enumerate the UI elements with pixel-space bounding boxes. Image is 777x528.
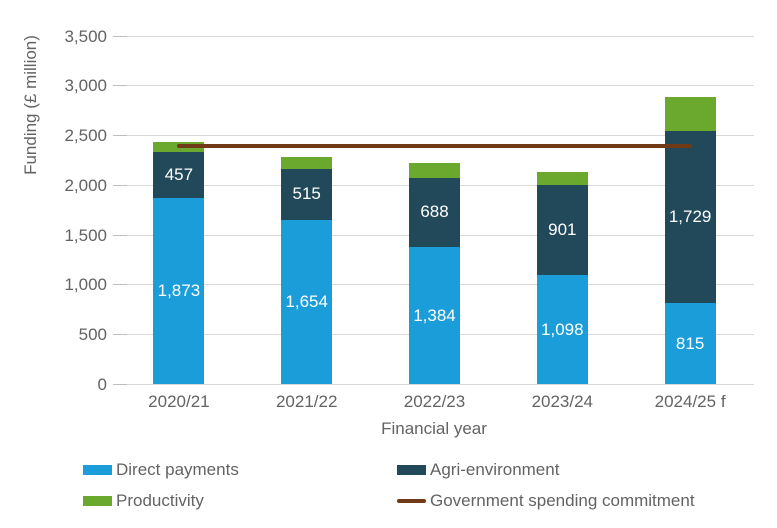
bar-segment-agri-environment [664, 131, 716, 304]
y-axis-tick [113, 35, 127, 37]
bar-value-label: 1,873 [157, 281, 201, 301]
gridline [115, 135, 754, 137]
bar-segment-direct-payments [409, 246, 460, 385]
bar-segment-agri-environment [281, 168, 333, 220]
y-axis-tick [113, 284, 127, 286]
legend-swatch-box [397, 465, 426, 475]
bar-segment-productivity [281, 156, 333, 169]
bar-segment-productivity [409, 162, 460, 179]
y-axis-tick [113, 85, 127, 87]
legend-label: Direct payments [116, 460, 239, 479]
legend-label: Agri-environment [430, 460, 560, 479]
bar-segment-agri-environment [153, 152, 205, 198]
y-tick-label: 2,000 [64, 175, 107, 195]
legend-label: Productivity [116, 491, 204, 510]
x-tick-label: 2021/22 [275, 392, 338, 411]
bar-value-label: 1,384 [413, 305, 456, 325]
gridline [115, 85, 754, 87]
x-axis-title: Financial year [381, 419, 487, 438]
x-tick-label: 2020/21 [148, 392, 210, 411]
legend-label: Government spending commitment [430, 491, 695, 510]
bar-segment-direct-payments [153, 198, 205, 385]
bar-segment-agri-environment [409, 178, 460, 247]
bar-segment-productivity [664, 97, 716, 132]
bar-value-label: 901 [548, 220, 577, 240]
gridline [115, 35, 754, 37]
bar-segment-direct-payments [664, 303, 716, 385]
y-tick-label: 1,000 [64, 275, 107, 295]
x-tick-label: 2024/25 f [654, 392, 726, 411]
bar-value-label: 1,654 [285, 292, 328, 312]
y-tick-label: 1,500 [64, 225, 107, 245]
government-spending-commitment-line [176, 143, 693, 148]
bar-value-label: 815 [675, 333, 705, 353]
y-tick-label: 3,500 [64, 26, 107, 46]
y-axis-title: Funding (£ million) [21, 35, 40, 175]
y-tick-label: 0 [97, 375, 107, 394]
y-tick-label: 500 [78, 325, 107, 345]
bar-segment-agri-environment [536, 185, 588, 276]
bar-segment-productivity [536, 171, 588, 186]
legend-swatch-box [83, 496, 112, 506]
y-axis-tick [113, 234, 127, 236]
y-axis-tick [113, 184, 127, 186]
bar-segment-direct-payments [281, 219, 333, 385]
gridline [115, 384, 754, 385]
legend-swatch-box [83, 465, 112, 475]
bar-segment-direct-payments [536, 275, 588, 385]
y-axis-tick [113, 135, 127, 137]
bar-value-label: 457 [164, 165, 194, 185]
x-tick-label: 2023/24 [531, 392, 594, 411]
y-tick-label: 3,000 [64, 76, 107, 96]
bar-value-label: 688 [420, 202, 449, 222]
bar-value-label: 515 [292, 184, 321, 204]
y-axis-tick [113, 384, 127, 385]
bar-value-label: 1,729 [668, 207, 712, 227]
y-tick-label: 2,500 [64, 126, 107, 146]
y-axis-tick [113, 334, 127, 336]
legend-swatch-line [397, 499, 426, 503]
x-tick-label: 2022/23 [403, 392, 466, 411]
bar-value-label: 1,098 [541, 319, 584, 339]
